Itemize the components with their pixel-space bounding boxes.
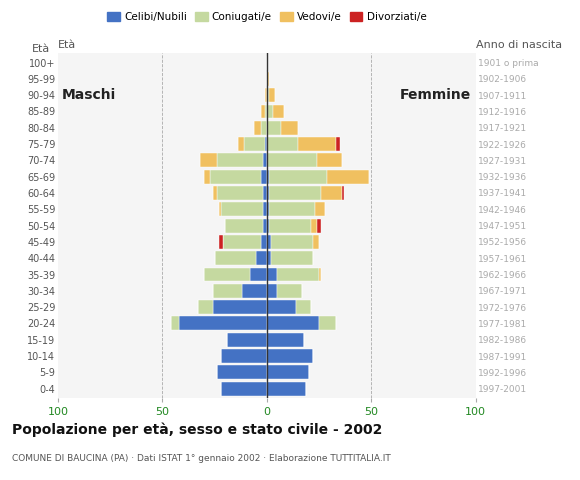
Bar [217,186,263,200]
Bar [269,203,315,216]
Bar [271,251,313,265]
Bar [219,235,223,249]
Bar [298,137,336,151]
Bar [281,121,298,135]
Bar [200,154,217,168]
Bar [221,203,263,216]
Bar [269,186,321,200]
Bar [263,203,267,216]
Text: COMUNE DI BAUCINA (PA) · Dati ISTAT 1° gennaio 2002 · Elaborazione TUTTITALIA.IT: COMUNE DI BAUCINA (PA) · Dati ISTAT 1° g… [12,454,390,463]
Bar [264,105,267,119]
Bar [212,284,242,298]
Bar [221,382,267,396]
Bar [313,235,319,249]
Bar [296,300,311,314]
Bar [179,316,267,330]
Bar [317,154,342,168]
Text: Età: Età [58,40,76,50]
Bar [215,251,256,265]
Bar [267,154,317,168]
Bar [267,170,269,184]
Bar [250,267,267,281]
Bar [256,251,267,265]
Bar [244,137,264,151]
Bar [277,284,302,298]
Bar [263,186,267,200]
Bar [217,154,263,168]
Bar [267,72,269,86]
Bar [212,300,267,314]
Bar [336,137,340,151]
Legend: Celibi/Nubili, Coniugati/e, Vedovi/e, Divorziati/e: Celibi/Nubili, Coniugati/e, Vedovi/e, Di… [103,8,430,26]
Bar [267,300,296,314]
Bar [260,121,267,135]
Bar [267,121,281,135]
Bar [319,316,336,330]
Bar [267,382,306,396]
Bar [204,170,211,184]
Bar [267,251,271,265]
Bar [211,170,260,184]
Bar [264,88,267,102]
Text: Maschi: Maschi [62,88,117,102]
Bar [267,219,269,232]
Bar [273,105,284,119]
Bar [171,316,179,330]
Bar [263,219,267,232]
Bar [225,219,263,232]
Bar [311,219,317,232]
Bar [319,267,321,281]
Bar [267,349,313,363]
Bar [212,186,217,200]
Bar [221,349,267,363]
Bar [267,316,319,330]
Bar [267,186,269,200]
Bar [267,333,304,347]
Bar [254,121,260,135]
Bar [269,170,327,184]
Bar [315,203,325,216]
Bar [269,88,275,102]
Bar [260,105,264,119]
Bar [219,203,221,216]
Bar [238,137,244,151]
Bar [267,267,277,281]
Bar [277,267,319,281]
Bar [267,105,273,119]
Bar [271,235,313,249]
Text: Femmine: Femmine [400,88,472,102]
Bar [317,219,321,232]
Text: Anno di nascita: Anno di nascita [477,40,563,50]
Bar [267,137,298,151]
Bar [269,219,311,232]
Bar [267,88,269,102]
Bar [267,203,269,216]
Text: Popolazione per età, sesso e stato civile - 2002: Popolazione per età, sesso e stato civil… [12,422,382,437]
Bar [264,137,267,151]
Bar [321,186,342,200]
Bar [204,267,250,281]
Bar [217,365,267,379]
Bar [198,300,212,314]
Bar [260,235,267,249]
Bar [342,186,344,200]
Bar [327,170,369,184]
Bar [242,284,267,298]
Bar [223,235,260,249]
Bar [267,284,277,298]
Bar [260,170,267,184]
Text: Età: Età [32,45,50,54]
Bar [267,235,271,249]
Bar [227,333,267,347]
Bar [263,154,267,168]
Bar [267,365,309,379]
